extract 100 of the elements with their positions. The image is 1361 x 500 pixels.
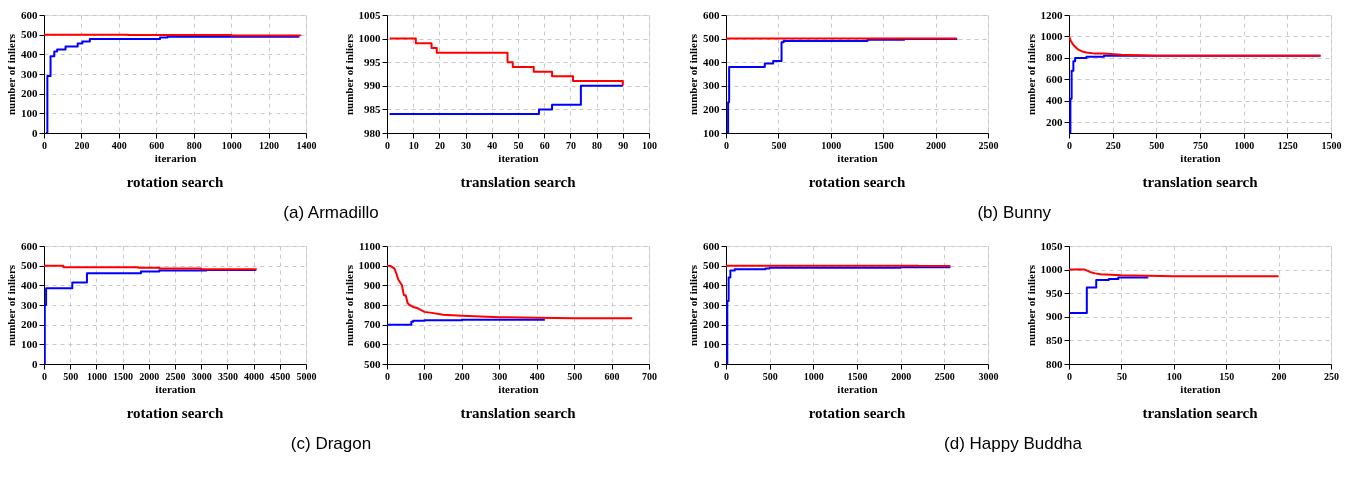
x-tick-label: 1250 <box>1277 139 1298 151</box>
x-axis-title: iteration <box>837 382 878 395</box>
x-tick-label: 100 <box>1166 370 1182 382</box>
x-axis-title: iteration <box>1180 382 1221 395</box>
y-tick-label: 600 <box>703 239 720 252</box>
text: rotation search <box>808 405 906 421</box>
text: rotation search <box>126 174 224 190</box>
text: (a) Armadillo <box>283 202 379 222</box>
x-tick-label: 0 <box>42 139 47 151</box>
y-tick-label: 900 <box>1046 310 1063 323</box>
x-tick-label: 2500 <box>165 370 186 382</box>
y-tick-label: 200 <box>21 87 38 100</box>
text: rotation search <box>126 405 224 421</box>
x-tick-label: 100 <box>642 139 657 151</box>
y-tick-label: 500 <box>703 32 720 45</box>
text: (c) Dragon <box>290 433 372 453</box>
y-tick-label: 300 <box>21 67 38 80</box>
x-tick-label: 150 <box>1219 370 1235 382</box>
y-tick-label: 600 <box>703 8 720 21</box>
text: rotation search <box>808 174 906 190</box>
x-tick-label: 0 <box>385 139 390 151</box>
x-axis-title: iteration <box>498 151 539 164</box>
x-tick-label: 300 <box>492 370 508 382</box>
line-series <box>1069 268 1280 278</box>
x-axis-title: iteration <box>155 382 196 395</box>
y-tick-label: 200 <box>703 102 720 115</box>
x-tick-label: 500 <box>567 370 583 382</box>
text: translation search <box>1142 405 1259 421</box>
y-tick-label: 200 <box>21 318 38 331</box>
x-tick-label: 60 <box>539 139 550 151</box>
text: translation search <box>460 405 577 421</box>
y-tick-label: 1100 <box>359 239 381 252</box>
y-tick-label: 800 <box>1046 357 1063 370</box>
y-tick-label: 500 <box>364 357 381 370</box>
y-tick-label: 100 <box>703 126 720 139</box>
x-tick-label: 0 <box>724 370 729 382</box>
x-tick-label: 200 <box>74 139 90 151</box>
x-tick-label: 3000 <box>191 370 212 382</box>
y-tick-label: 300 <box>703 79 720 92</box>
x-tick-label: 1000 <box>221 139 242 151</box>
x-tick-label: 500 <box>762 370 778 382</box>
y-tick-label: 1000 <box>1040 263 1063 276</box>
y-axis-title: number of inliers <box>687 33 699 116</box>
x-tick-label: 50 <box>513 139 524 151</box>
x-tick-label: 500 <box>1149 139 1165 151</box>
y-axis-title: number of inliers <box>687 264 699 347</box>
y-tick-label: 990 <box>364 79 381 92</box>
y-tick-label: 950 <box>1046 286 1063 299</box>
x-tick-label: 200 <box>454 370 470 382</box>
line-series <box>1069 35 1322 57</box>
x-tick-label: 1500 <box>1321 139 1342 151</box>
y-tick-label: 400 <box>21 278 38 291</box>
y-tick-label: 300 <box>21 298 38 311</box>
y-tick-label: 0 <box>32 357 38 370</box>
x-tick-label: 0 <box>385 370 390 382</box>
x-tick-label: 4000 <box>244 370 265 382</box>
y-axis-title: number of inliers <box>342 264 355 347</box>
x-axis-title: iteration <box>1180 151 1221 164</box>
y-tick-label: 1005 <box>358 8 381 21</box>
x-tick-label: 50 <box>1116 370 1127 382</box>
x-tick-label: 1500 <box>113 370 134 382</box>
y-axis-title: number of inliers <box>1024 264 1037 347</box>
y-tick-label: 200 <box>703 318 720 331</box>
x-axis-title: iteration <box>498 382 539 395</box>
x-tick-label: 40 <box>487 139 498 151</box>
x-tick-label: 400 <box>111 139 127 151</box>
y-tick-label: 100 <box>21 106 38 119</box>
x-tick-label: 1500 <box>873 139 894 151</box>
x-tick-label: 200 <box>1271 370 1287 382</box>
x-tick-label: 4500 <box>270 370 291 382</box>
x-axis-title: iteration <box>837 151 878 164</box>
y-tick-label: 850 <box>1046 333 1063 346</box>
x-tick-label: 600 <box>149 139 165 151</box>
x-tick-label: 2000 <box>926 139 947 151</box>
y-tick-label: 600 <box>364 337 381 350</box>
y-tick-label: 700 <box>364 318 381 331</box>
y-tick-label: 400 <box>703 55 720 68</box>
x-tick-label: 250 <box>1105 139 1121 151</box>
x-tick-label: 800 <box>186 139 202 151</box>
x-tick-label: 2500 <box>978 139 999 151</box>
x-tick-label: 70 <box>565 139 576 151</box>
y-axis-title: number of inliers <box>5 33 17 116</box>
line-series <box>387 264 634 320</box>
x-tick-label: 5000 <box>296 370 317 382</box>
y-tick-label: 800 <box>1046 51 1063 64</box>
y-tick-label: 1200 <box>1040 8 1063 21</box>
x-tick-label: 250 <box>1324 370 1339 382</box>
y-tick-label: 985 <box>364 102 381 115</box>
y-tick-label: 600 <box>21 8 38 21</box>
y-tick-label: 400 <box>21 47 38 60</box>
y-axis-title: number of inliers <box>1024 33 1037 116</box>
y-tick-label: 300 <box>703 298 720 311</box>
x-tick-label: 500 <box>63 370 79 382</box>
y-tick-label: 995 <box>364 55 381 68</box>
x-tick-label: 0 <box>1067 139 1072 151</box>
y-tick-label: 980 <box>364 126 381 139</box>
x-tick-label: 90 <box>618 139 629 151</box>
y-tick-label: 1000 <box>1040 29 1063 42</box>
y-tick-label: 600 <box>21 239 38 252</box>
y-tick-label: 0 <box>32 126 38 139</box>
